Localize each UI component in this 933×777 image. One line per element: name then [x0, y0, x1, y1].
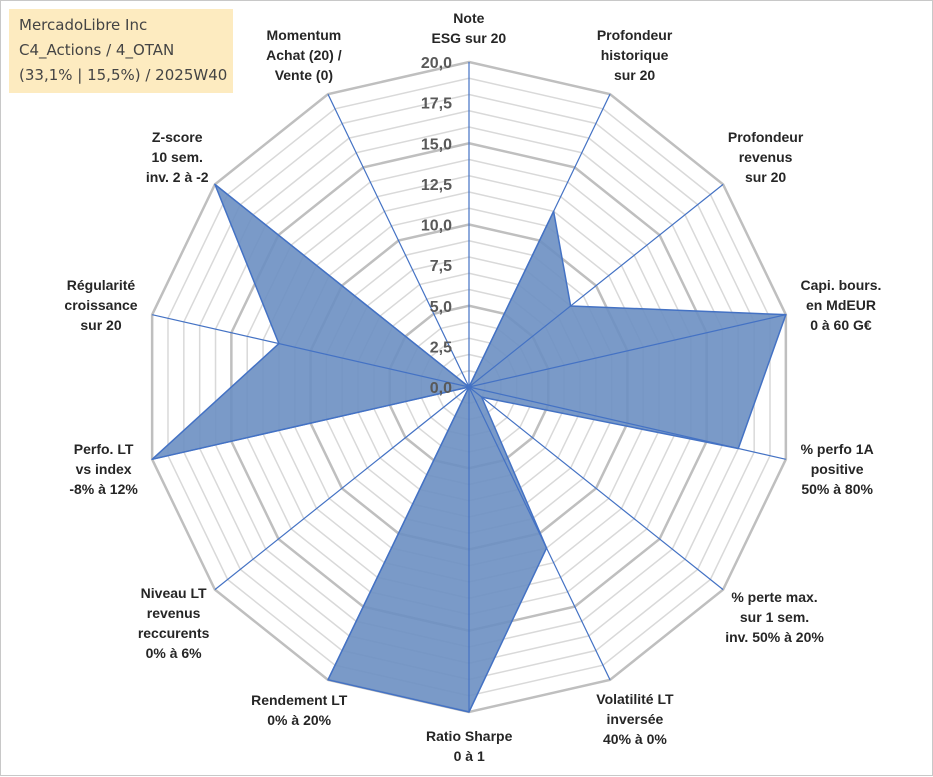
axis-label-line: reccurents — [137, 625, 210, 642]
axis-label: Capi. bours. en MdEUR 0 à 60 G€ — [800, 275, 881, 335]
axis-label: Perfo. LT vs index -8% à 12% — [69, 439, 137, 499]
axis-spoke — [468, 314, 786, 388]
axis-label-line: inv. 2 à -2 — [145, 168, 209, 185]
axis-label-line: historique — [600, 46, 669, 63]
axis-label-line: Note — [453, 10, 485, 26]
axis-label: Z-score 10 sem. inv. 2 à -2 — [146, 127, 209, 187]
title-company: MercadoLibre Inc — [19, 16, 148, 34]
axis-label-line: Capi. bours. — [800, 276, 882, 293]
axis-label-line: 0 à 60 G€ — [810, 316, 872, 333]
tick-label: 15,0 — [421, 136, 452, 153]
axis-label-line: sur 20 — [744, 168, 787, 185]
axis-label-line: Volatilité LT — [596, 691, 674, 708]
axis-label-line: vs index — [75, 461, 132, 478]
axis-label-line: 0% à 6% — [145, 645, 202, 662]
axis-label-line: inv. 50% à 20% — [725, 629, 824, 646]
tick-label: 10,0 — [421, 218, 452, 235]
axis-label-line: 50% à 80% — [801, 481, 873, 498]
axis-label-line: 0 à 1 — [453, 748, 485, 764]
axis-label: % perte max. sur 1 sem. inv. 50% à 20% — [725, 587, 824, 647]
axis-label-line: croissance — [64, 296, 138, 313]
axis-label-line: revenus — [738, 148, 793, 165]
axis-label-line: sur 20 — [80, 316, 122, 333]
axis-label: Momentum Achat (20) / Vente (0) — [266, 25, 341, 85]
axis-label-line: Régularité — [66, 276, 136, 293]
axis-label-line: % perte max. — [731, 589, 818, 606]
axis-label: % perfo 1A positive 50% à 80% — [801, 439, 874, 499]
axis-spoke — [152, 314, 470, 388]
axis-label-line: en MdEUR — [805, 296, 876, 313]
axis-label-line: Rendement LT — [251, 692, 348, 709]
axis-label: Profondeur revenus sur 20 — [728, 127, 803, 187]
axis-label: Profondeur historique sur 20 — [597, 25, 672, 85]
axis-label-line: Momentum — [266, 26, 342, 43]
axis-label-line: % perfo 1A — [800, 441, 874, 458]
axis-label-line: Vente (0) — [274, 66, 334, 83]
axis-label-line: positive — [810, 461, 864, 478]
axis-label: Volatilité LT inversée 40% à 0% — [596, 689, 673, 749]
title-stats: (33,1% | 15,5%) / 2025W40 — [19, 66, 228, 84]
tick-label: 17,5 — [421, 96, 452, 113]
axis-spoke — [468, 386, 611, 681]
axis-spoke — [327, 386, 470, 681]
axis-label-line: sur 1 sem. — [739, 609, 810, 626]
axis-label: Rendement LT 0% à 20% — [251, 690, 347, 730]
axis-label-line: sur 20 — [613, 66, 656, 83]
axis-label-line: 10 sem. — [151, 148, 203, 165]
axis-label-line: Z-score — [151, 128, 203, 145]
title-category: C4_Actions / 4_OTAN — [19, 41, 175, 59]
tick-label: 2,5 — [430, 339, 452, 356]
axis-label-line: 40% à 0% — [603, 731, 667, 748]
axis-label: Niveau LT revenus reccurents 0% à 6% — [138, 583, 210, 663]
tick-label: 7,5 — [430, 258, 452, 275]
axis-label: Note ESG sur 20 — [432, 8, 507, 48]
axis-spoke — [214, 183, 470, 388]
axis-spoke — [468, 183, 724, 388]
axis-label-line: Achat (20) / — [266, 46, 342, 63]
axis-label-line: inversée — [606, 711, 664, 728]
axis-label-line: Perfo. LT — [73, 441, 134, 458]
axis-label-line: revenus — [146, 605, 201, 622]
axis-label-line: Niveau LT — [140, 585, 207, 602]
axis-label: Régularité croissance sur 20 — [64, 275, 137, 335]
axis-label-line: -8% à 12% — [69, 481, 138, 498]
chart-title-box: MercadoLibre Inc C4_Actions / 4_OTAN (33… — [9, 9, 233, 93]
axis-label-line: Ratio Sharpe — [426, 728, 513, 744]
axis-spoke — [468, 386, 724, 591]
tick-label: 5,0 — [430, 299, 452, 316]
axis-spoke — [152, 386, 470, 460]
axis-spoke — [468, 386, 786, 460]
tick-label: 12,5 — [421, 177, 452, 194]
axis-label-line: 0% à 20% — [267, 712, 332, 729]
axis-spoke — [214, 386, 470, 591]
tick-label: 0,0 — [430, 380, 452, 397]
axis-label: Ratio Sharpe 0 à 1 — [426, 726, 512, 766]
tick-label: 20,0 — [421, 55, 452, 72]
axis-spoke — [327, 93, 470, 388]
axis-label-line: Profondeur — [727, 128, 804, 145]
axis-label-line: ESG sur 20 — [431, 30, 507, 46]
axis-label-line: Profondeur — [596, 26, 673, 43]
axis-spoke — [468, 93, 611, 388]
